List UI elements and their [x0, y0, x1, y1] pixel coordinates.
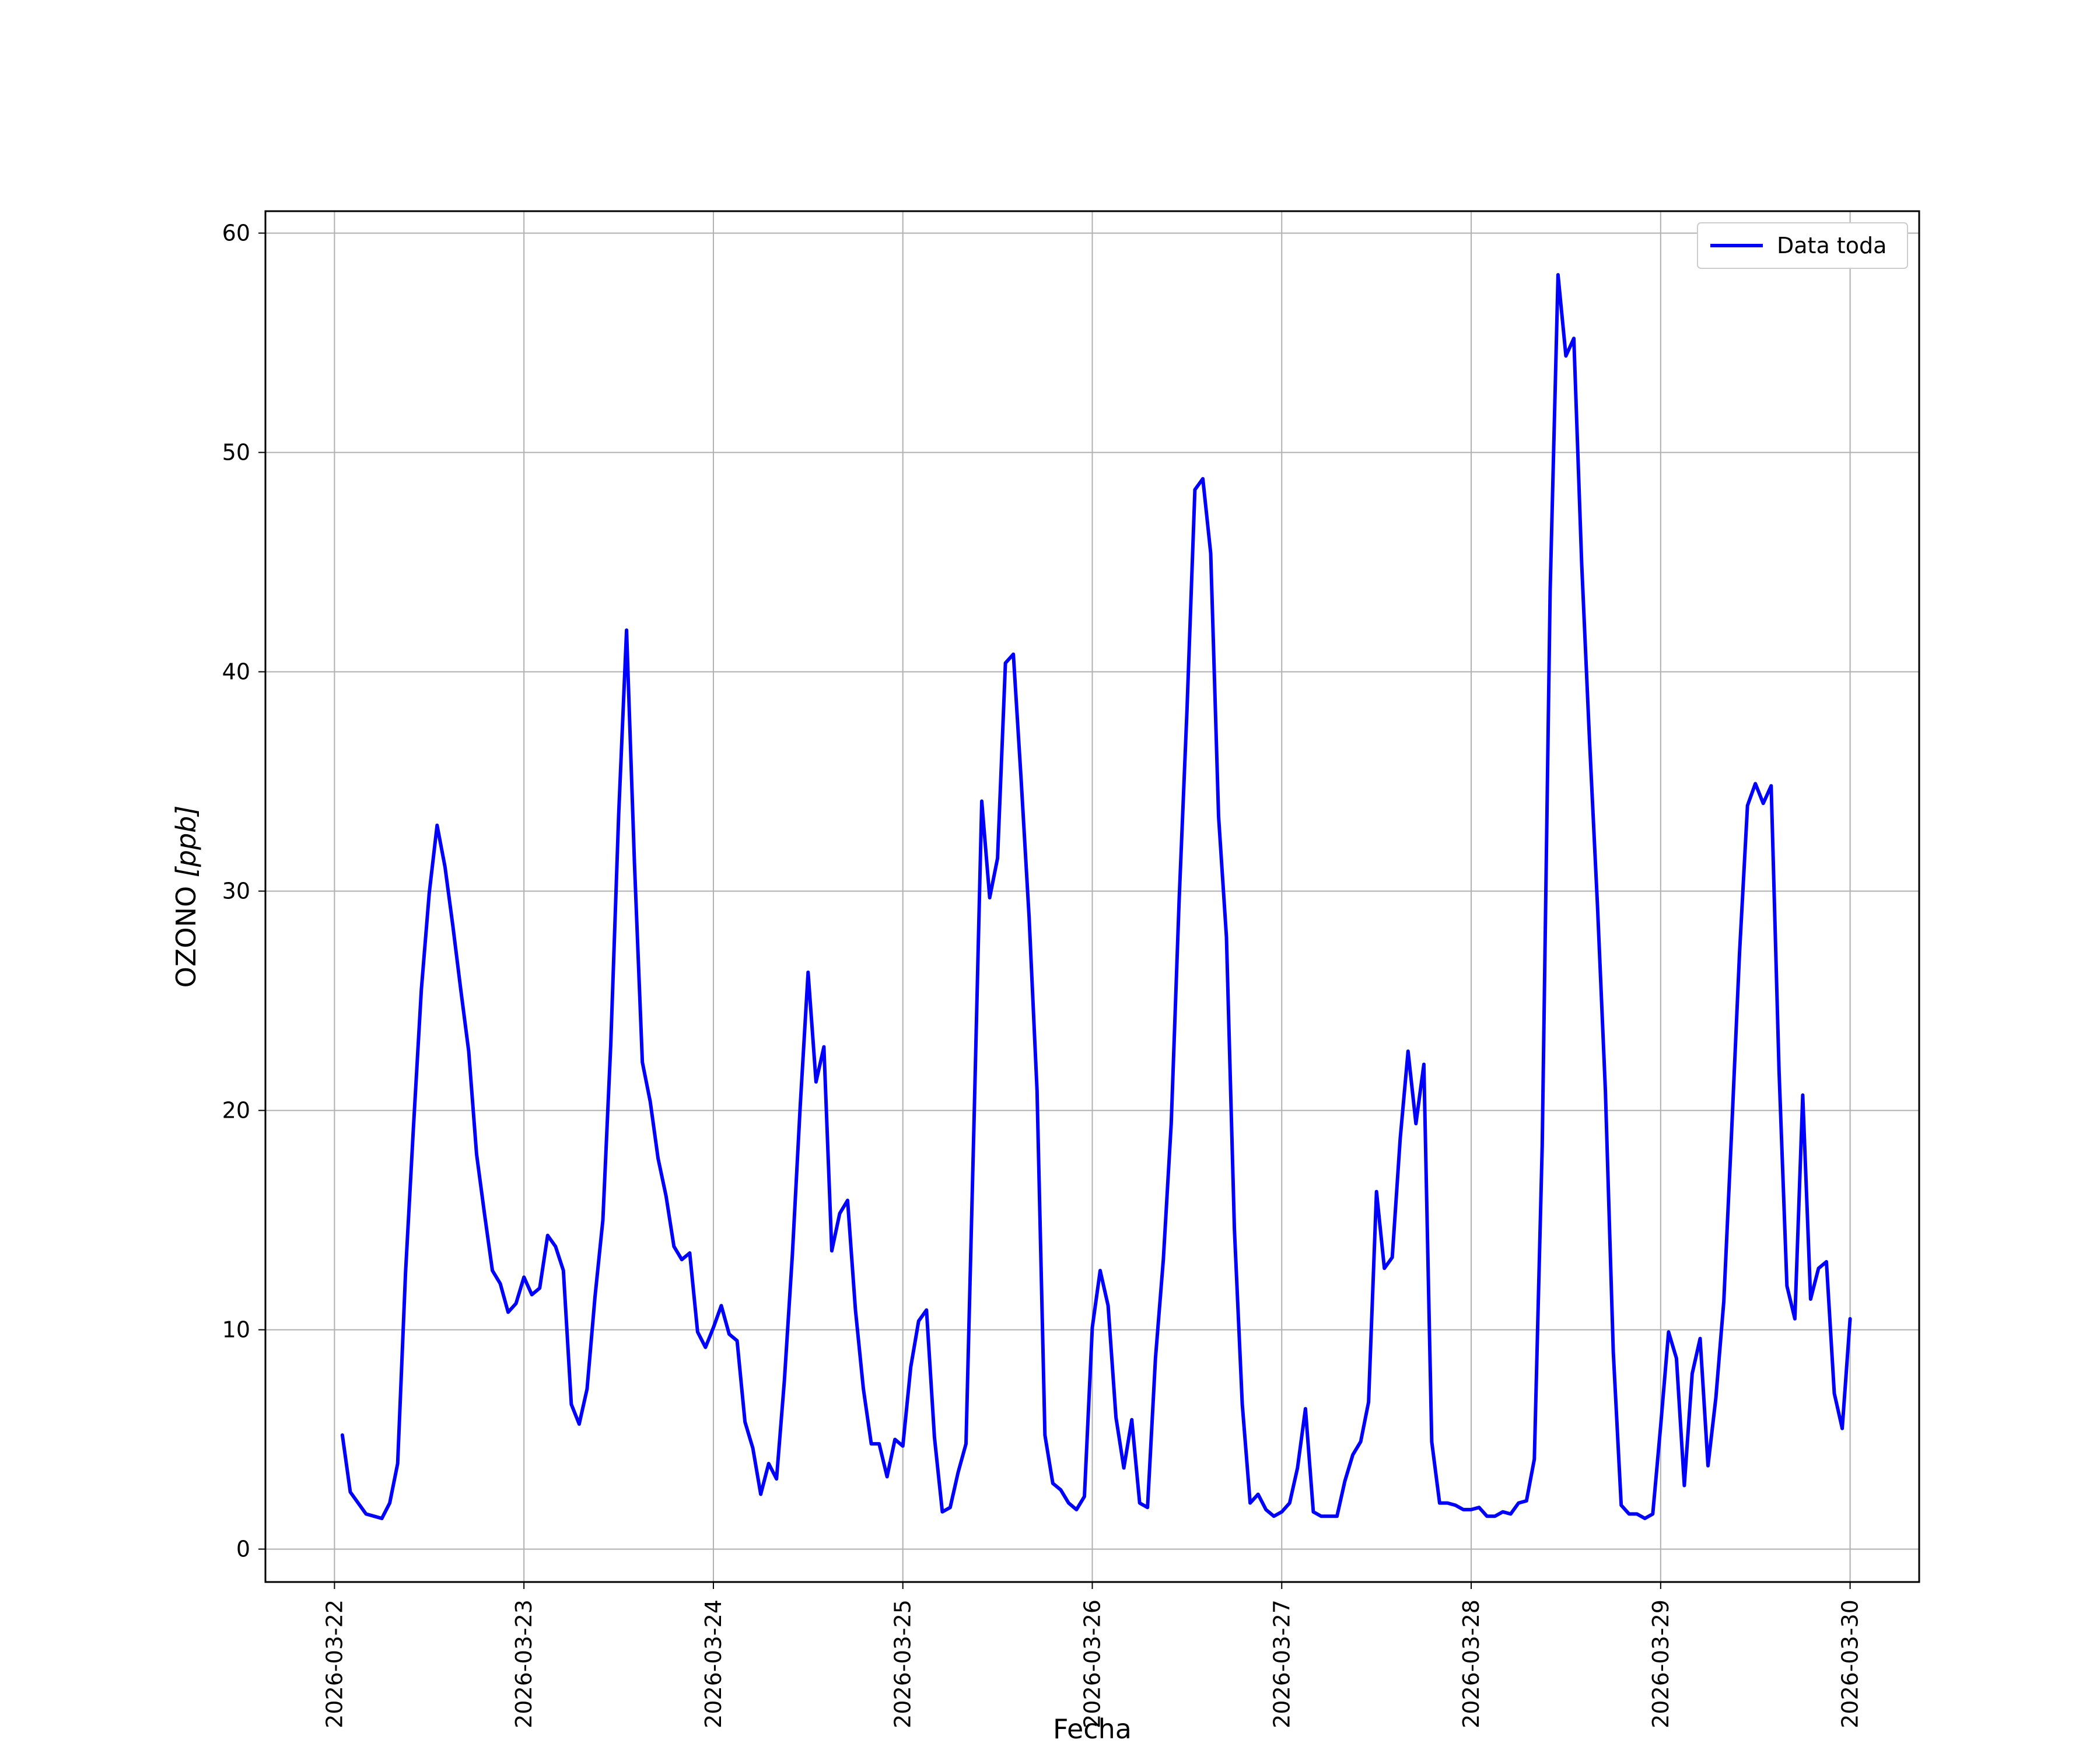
y-tick-label: 30	[222, 878, 250, 904]
x-axis-label: Fecha	[1053, 1713, 1132, 1745]
legend-box	[1697, 222, 1908, 269]
y-tick-label: 0	[236, 1536, 250, 1562]
x-tick-label: 2026-03-27	[1269, 1600, 1294, 1728]
x-tick-label: 2026-03-28	[1458, 1600, 1484, 1728]
grid	[265, 211, 1919, 1582]
y-tick-label: 20	[222, 1098, 250, 1124]
x-tick-label: 2026-03-26	[1080, 1600, 1105, 1728]
y-axis-label-unit: [ppb]	[170, 806, 202, 878]
x-tick-label: 2026-03-24	[701, 1600, 726, 1728]
y-axis-label-text: OZONO	[170, 877, 202, 988]
x-tick-label: 2026-03-22	[321, 1600, 347, 1728]
y-tick-label: 60	[222, 220, 250, 246]
y-axis-label: OZONO [ppb]	[170, 806, 202, 988]
y-tick-label: 50	[222, 440, 250, 466]
legend-label-data-toda: Data toda	[1777, 233, 1887, 258]
legend: Data toda	[1697, 222, 1908, 269]
x-tick-label: 2026-03-25	[890, 1600, 916, 1728]
series-line-data-toda	[340, 273, 1852, 1520]
y-tick-label: 10	[222, 1317, 250, 1343]
x-tick-label: 2026-03-23	[511, 1600, 537, 1728]
axis-ticks: 0 10 20 30 40 50 60 2026-03-22 2026-03-23 2026-03…	[222, 220, 1863, 1728]
y-tick-label: 40	[222, 659, 250, 685]
series-layer	[340, 273, 1852, 1520]
x-tick-label: 2026-03-30	[1838, 1600, 1863, 1728]
x-tick-label: 2026-03-29	[1648, 1600, 1674, 1728]
